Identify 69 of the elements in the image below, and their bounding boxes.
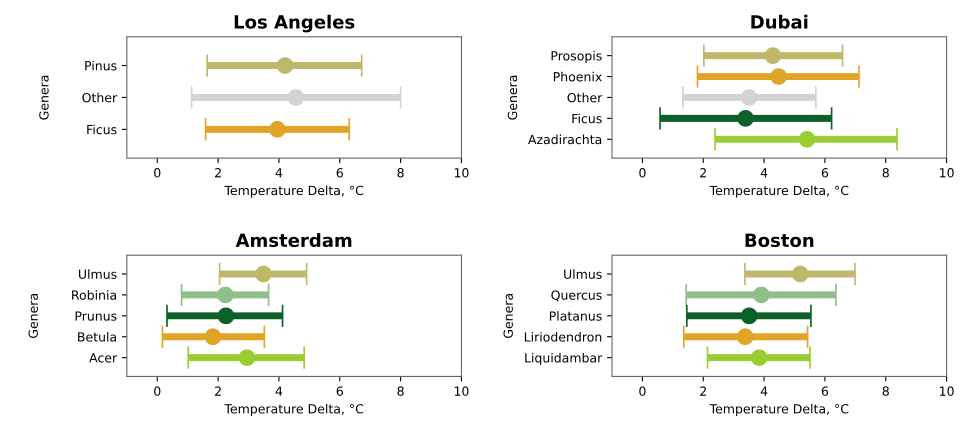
point [255, 266, 272, 282]
x-tick-label: 0 [639, 386, 646, 396]
y-axis-title: Genera [39, 76, 49, 120]
x-axis-title: Temperature Delta, °C [710, 185, 848, 198]
y-tick-label: Prosopis [552, 50, 602, 63]
y-tick-label: Other [82, 92, 118, 102]
x-tick-label: 8 [397, 386, 404, 396]
point [736, 328, 754, 346]
x-tick-label: 6 [336, 386, 343, 396]
y-tick-label: Acer [89, 353, 118, 363]
x-axis-title: Temperature Delta, °C [710, 404, 848, 416]
chart-title: Amsterdam [236, 233, 352, 248]
x-tick-label: 4 [760, 168, 768, 178]
x-tick-label: 4 [276, 386, 282, 396]
x-tick-label: 10 [940, 168, 954, 178]
y-tick-label: Pinus [85, 60, 117, 70]
x-tick-label: 2 [215, 386, 221, 396]
x-tick-label: 0 [639, 168, 646, 178]
point [798, 130, 816, 148]
y-tick-label: Other [567, 92, 602, 102]
x-tick-label: 4 [760, 386, 768, 396]
point [737, 110, 754, 127]
x-tick-label: 10 [940, 386, 954, 396]
y-tick-label: Ulmus [78, 269, 117, 279]
x-axis-title: Temperature Delta, °C [224, 404, 364, 416]
y-tick-label: Betula [78, 332, 116, 342]
x-tick-label: 2 [215, 168, 221, 178]
y-tick-label: Phoenix [554, 72, 602, 82]
x-tick-label: 2 [700, 168, 706, 178]
point [204, 328, 222, 346]
point [218, 307, 234, 324]
y-tick-label: Azadirachta [528, 134, 602, 144]
y-tick-label: Quercus [551, 290, 602, 302]
chart-title: Boston [746, 234, 814, 248]
x-tick-label: 10 [454, 168, 469, 178]
point [238, 349, 256, 366]
y-axis-title: Genera [503, 294, 513, 338]
x-tick-label: 8 [397, 168, 404, 178]
y-tick-label: Liriodendron [524, 332, 602, 342]
x-tick-label: 0 [154, 386, 160, 396]
y-tick-label: Ficus [572, 114, 602, 124]
y-tick-label: Platanus [550, 311, 602, 321]
x-tick-label: 6 [822, 386, 828, 396]
y-tick-label: Prunus [76, 311, 117, 321]
point [792, 266, 809, 282]
point [740, 307, 758, 324]
point [753, 286, 770, 304]
x-tick-label: 6 [336, 168, 343, 178]
x-axis-title: Temperature Delta, °C [224, 185, 364, 198]
point [217, 286, 234, 304]
chart-title: Dubai [751, 14, 808, 29]
y-tick-label: Ficus [87, 124, 117, 134]
x-tick-label: 8 [882, 386, 889, 396]
y-tick-label: Ulmus [564, 269, 602, 279]
y-axis-title: Genera [508, 76, 518, 120]
x-tick-label: 4 [276, 168, 282, 178]
x-tick-label: 0 [154, 168, 160, 178]
point [770, 68, 788, 85]
point [740, 89, 758, 106]
point [750, 349, 768, 366]
y-tick-label: Liquidambar [525, 352, 602, 365]
y-axis-title: Genera [28, 294, 38, 338]
x-tick-label: 10 [454, 386, 469, 396]
x-tick-label: 8 [882, 168, 889, 178]
y-tick-label: Robinia [72, 290, 116, 300]
x-tick-label: 2 [700, 386, 706, 396]
chart-title: Los Angeles [234, 14, 354, 32]
x-tick-label: 6 [822, 168, 828, 178]
point [764, 47, 782, 64]
